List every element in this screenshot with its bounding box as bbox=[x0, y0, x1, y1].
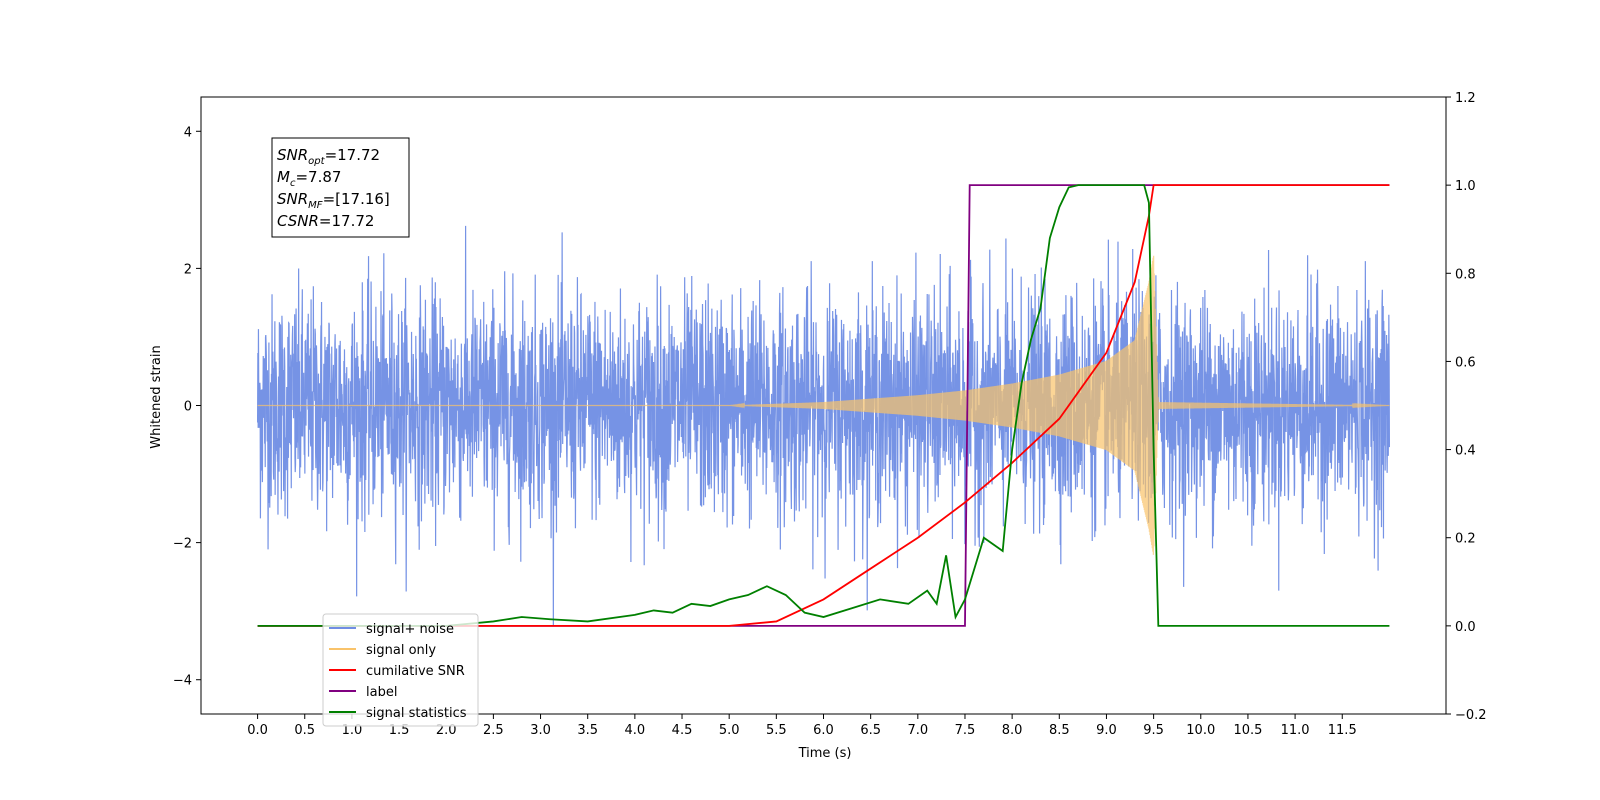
x-tick-label: 6.0 bbox=[813, 723, 834, 738]
x-tick-label: 2.0 bbox=[436, 723, 457, 738]
x-tick-label: 8.5 bbox=[1049, 723, 1070, 738]
x-tick-label: 7.0 bbox=[907, 723, 928, 738]
series-group bbox=[256, 184, 1391, 627]
x-tick-label: 1.0 bbox=[342, 723, 363, 738]
x-tick-label: 9.5 bbox=[1143, 723, 1164, 738]
series-signal-only bbox=[257, 255, 1390, 555]
annotation-line: SNRMF=[17.16] bbox=[277, 190, 390, 211]
annotation-line: CSNR=17.72 bbox=[277, 212, 374, 230]
y-tick-label: −2 bbox=[173, 537, 192, 552]
annotation-line: Mc=7.87 bbox=[277, 168, 341, 189]
x-tick-label: 7.5 bbox=[955, 723, 976, 738]
series-signal-statistics bbox=[257, 184, 1390, 627]
legend-label: signal+ noise bbox=[366, 622, 454, 637]
x-tick-label: 8.0 bbox=[1002, 723, 1023, 738]
x-tick-label: 6.5 bbox=[860, 723, 881, 738]
x-tick-label: 5.0 bbox=[719, 723, 740, 738]
x-tick-label: 10.0 bbox=[1186, 723, 1215, 738]
x-tick-label: 0.0 bbox=[247, 723, 268, 738]
x-tick-label: 11.5 bbox=[1328, 723, 1357, 738]
legend: signal+ noise signal only cumilative SNR la… bbox=[322, 613, 479, 727]
y2-tick-label: 0.6 bbox=[1455, 355, 1476, 370]
plot-area bbox=[256, 184, 1391, 627]
y2-tick-label: 0.8 bbox=[1455, 267, 1476, 282]
legend-label: signal statistics bbox=[366, 706, 467, 721]
y-tick-label: 4 bbox=[184, 125, 192, 140]
y2-tick-label: 0.4 bbox=[1455, 444, 1476, 459]
y-tick-label: −4 bbox=[173, 674, 192, 689]
series-cumilative-snr bbox=[257, 184, 1390, 627]
legend-label: signal only bbox=[366, 643, 436, 658]
annotation-line: SNRopt=17.72 bbox=[277, 146, 380, 167]
x-tick-label: 4.0 bbox=[625, 723, 646, 738]
x-axis-label: Time (s) bbox=[798, 746, 852, 761]
y-tick-label: 0 bbox=[184, 400, 192, 415]
axes: 0.0 0.5 1.0 1.5 2.0 2.5 3.0 3.5 4.0 4.5 5.0 5.5 6.0 6… bbox=[173, 91, 1487, 738]
y2-tick-label: 1.2 bbox=[1455, 91, 1476, 106]
x-tick-label: 2.5 bbox=[483, 723, 504, 738]
legend-label: cumilative SNR bbox=[366, 664, 465, 679]
legend-frame bbox=[322, 613, 479, 727]
annotation-frame bbox=[271, 137, 410, 238]
y2-tick-label: 0.0 bbox=[1455, 620, 1476, 635]
x-tick-label: 9.0 bbox=[1096, 723, 1117, 738]
y-tick-label: 2 bbox=[184, 262, 192, 277]
x-tick-label: 3.5 bbox=[577, 723, 598, 738]
y2-tick-label: 0.2 bbox=[1455, 532, 1476, 547]
x-tick-label: 0.5 bbox=[294, 723, 315, 738]
series-signal-plus-noise bbox=[256, 225, 1391, 627]
y-axis-label: Whitened strain bbox=[149, 345, 164, 448]
x-tick-label: 10.5 bbox=[1233, 723, 1262, 738]
legend-label: label bbox=[366, 685, 397, 700]
x-tick-label: 11.0 bbox=[1281, 723, 1310, 738]
x-tick-label: 4.5 bbox=[672, 723, 693, 738]
annotation-box: SNRopt=17.72Mc=7.87SNRMF=[17.16]CSNR=17.… bbox=[271, 137, 410, 238]
x-tick-label: 1.5 bbox=[389, 723, 410, 738]
x-tick-label: 3.0 bbox=[530, 723, 551, 738]
x-tick-label: 5.5 bbox=[766, 723, 787, 738]
y2-tick-label: −0.2 bbox=[1455, 708, 1487, 723]
y2-tick-label: 1.0 bbox=[1455, 179, 1476, 194]
